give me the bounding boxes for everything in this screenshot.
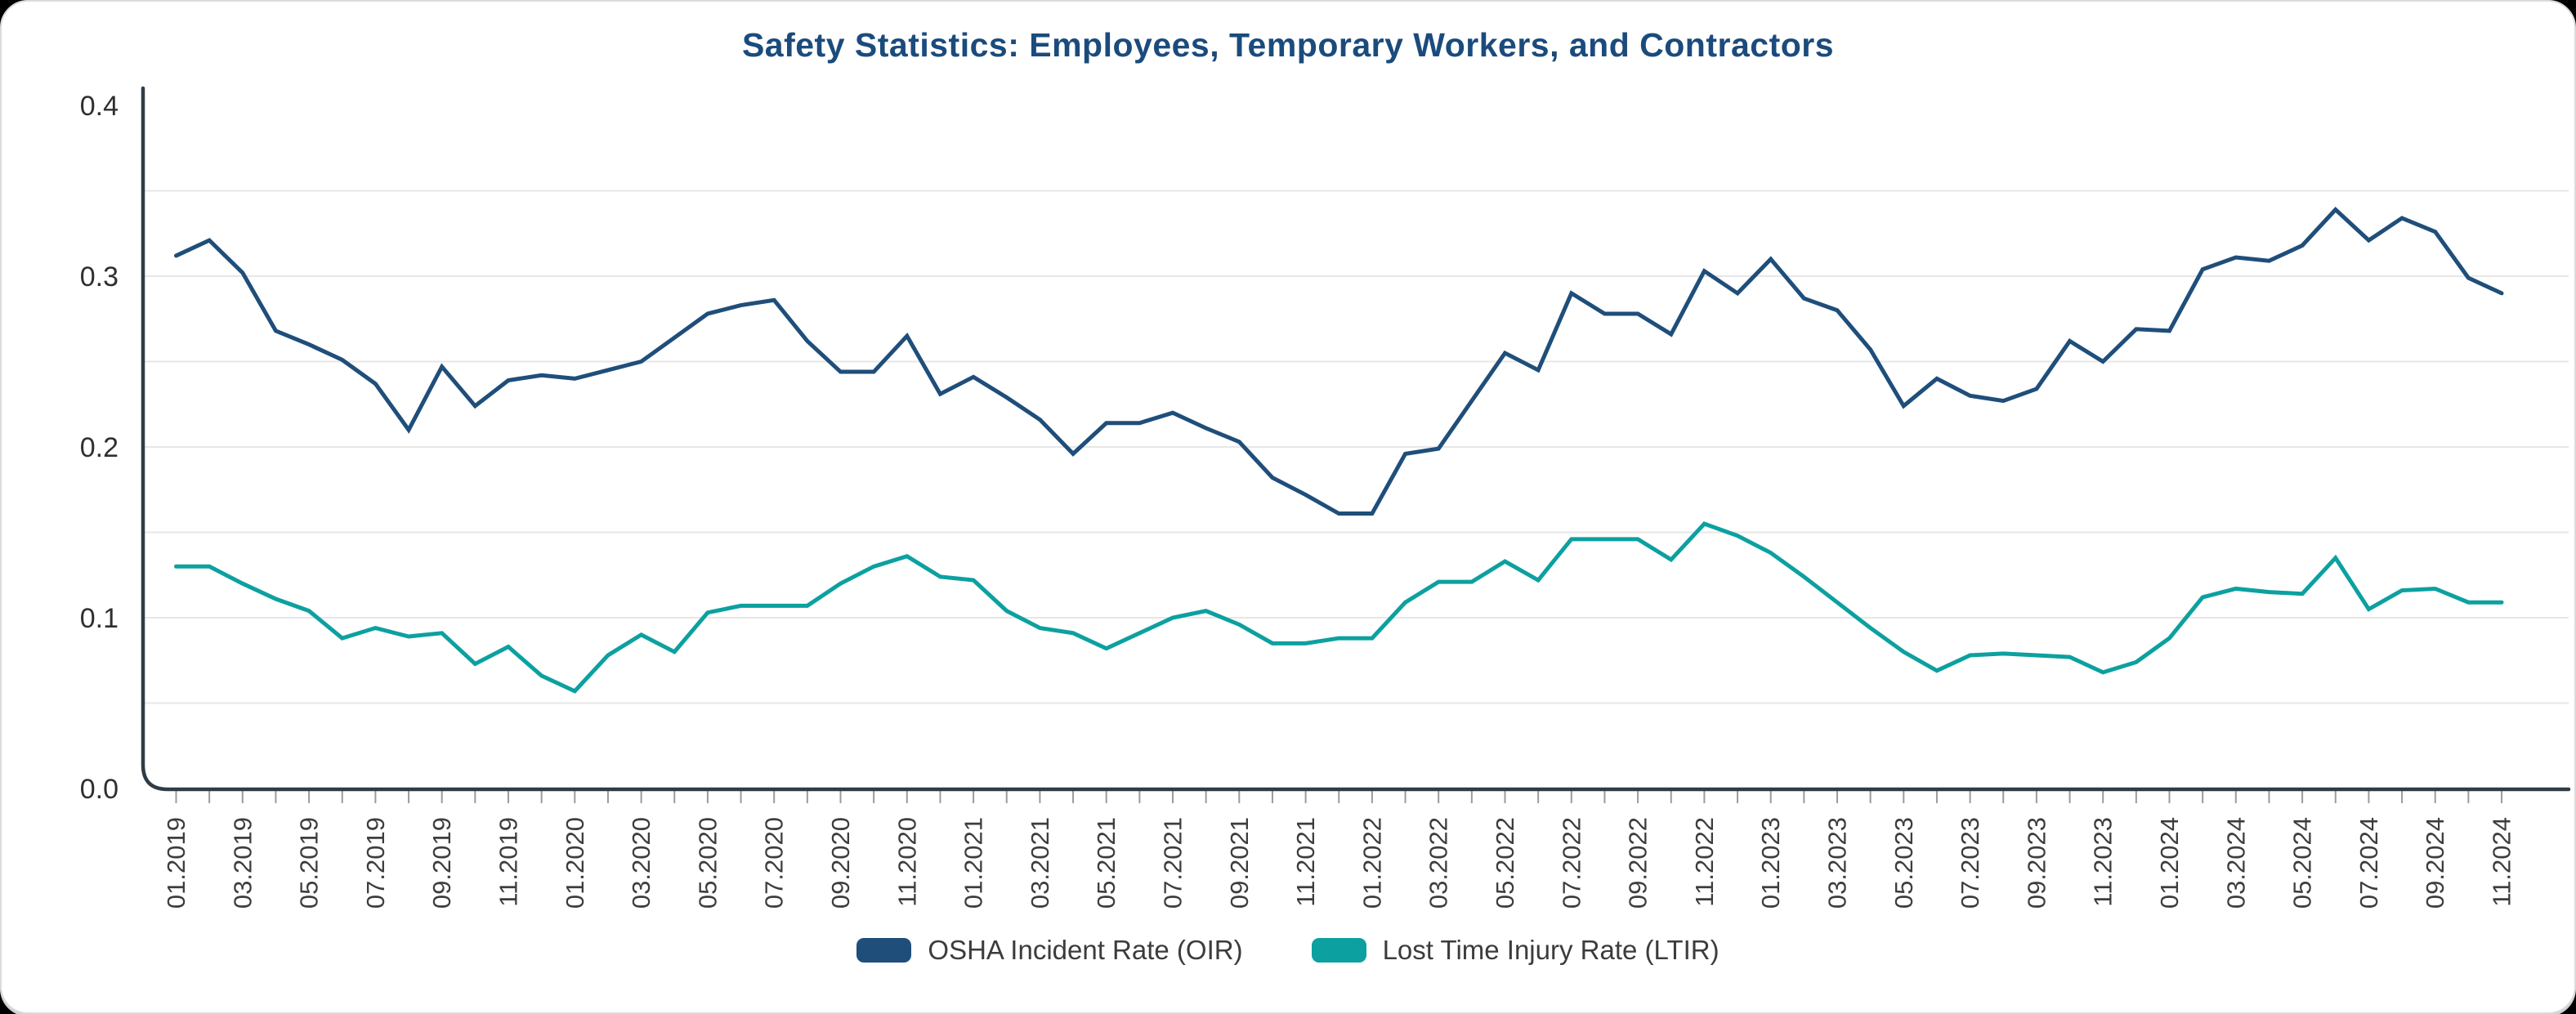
axis-frame [141,86,2571,792]
x-axis-label: 05.2024 [2288,817,2317,909]
chart-legend: OSHA Incident Rate (OIR) Lost Time Injur… [2,935,2574,966]
x-axis-label: 09.2023 [2022,817,2051,909]
legend-item-oir: OSHA Incident Rate (OIR) [856,935,1243,966]
x-axis-label: 11.2019 [494,817,523,907]
y-axis-label: 0.4 [80,91,119,122]
y-axis-label: 0.3 [80,261,119,293]
x-axis-label: 05.2021 [1092,817,1120,909]
ltir-series-label: Lost Time Injury Rate (LTIR) [1382,935,1720,965]
x-axis-label: 07.2021 [1159,817,1187,909]
x-axis-label: 01.2019 [162,817,190,909]
x-axis-label: 05.2019 [295,817,324,909]
x-axis-label: 07.2023 [1956,817,1984,909]
y-axis-label: 0.0 [80,774,119,805]
x-axis-label: 05.2020 [693,817,722,909]
x-axis-label: 03.2019 [228,817,257,909]
x-axis-label: 11.2024 [2488,817,2516,907]
x-axis-label: 03.2024 [2221,817,2250,909]
x-axis-label: 07.2024 [2355,817,2383,909]
x-axis-label: 03.2023 [1823,817,1852,909]
chart-title: Safety Statistics: Employees, Temporary … [741,26,1835,64]
x-axis-label: 01.2021 [959,817,988,909]
legend-item-ltir: Lost Time Injury Rate (LTIR) [1311,935,1720,966]
x-axis-label: 07.2020 [760,817,789,909]
x-axis-label: 11.2023 [2089,817,2118,907]
x-axis-label: 05.2023 [1890,817,1918,909]
x-axis-label: 01.2024 [2155,817,2184,909]
x-axis-label: 03.2021 [1026,817,1054,909]
x-axis-label: 09.2024 [2421,817,2449,909]
x-axis-label: 01.2020 [561,817,589,909]
x-axis-label: 07.2019 [361,817,390,909]
x-axis-label: 03.2022 [1424,817,1453,909]
x-axis-label: 09.2022 [1624,817,1652,909]
y-axis-label: 0.2 [80,432,119,463]
x-axis-label: 11.2020 [892,817,921,907]
x-axis-label: 07.2022 [1557,817,1585,909]
oir-series-swatch [856,938,912,963]
x-axis-label: 09.2019 [427,817,456,909]
series-line-ltir [174,521,2504,694]
oir-series-label: OSHA Incident Rate (OIR) [928,935,1243,965]
series-line-oir [174,206,2504,516]
x-axis-label: 09.2020 [826,817,855,909]
x-axis-label: 01.2023 [1756,817,1785,909]
x-axis-label: 05.2022 [1491,817,1519,909]
x-axis-label: 03.2020 [627,817,655,909]
x-axis-label: 11.2022 [1690,817,1719,907]
y-axis-label: 0.1 [80,603,119,634]
x-axis-label: 01.2022 [1357,817,1386,909]
x-axis-label: 11.2021 [1291,817,1320,907]
ltir-series-swatch [1311,938,1366,963]
x-axis-label: 09.2021 [1225,817,1254,909]
